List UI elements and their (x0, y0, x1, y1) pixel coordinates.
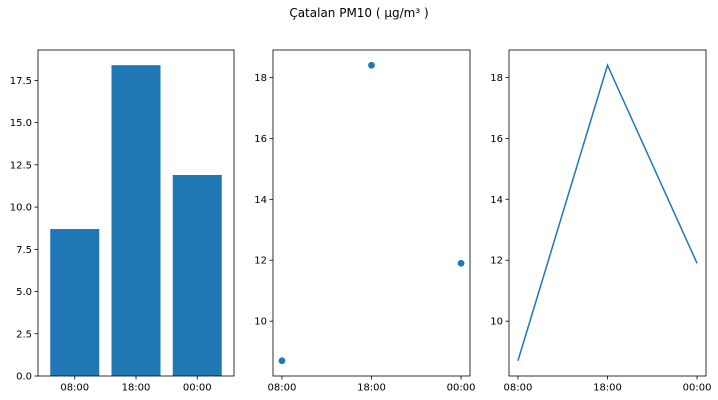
y-tick-label: 16 (490, 134, 503, 145)
point-08:00 (278, 357, 286, 365)
y-tick-label: 12.5 (10, 160, 32, 171)
y-tick-label: 17.5 (10, 76, 32, 87)
y-tick-label: 0.0 (16, 372, 32, 383)
x-tick-label: 08:00 (268, 383, 297, 394)
x-tick-label: 00:00 (447, 383, 476, 394)
y-tick-label: 2.5 (16, 329, 32, 340)
y-tick-label: 16 (254, 134, 267, 145)
x-tick-label: 18:00 (593, 383, 622, 394)
y-tick-label: 7.5 (16, 245, 32, 256)
series-line (517, 63, 698, 361)
x-tick-label: 00:00 (683, 383, 712, 394)
y-tick-label: 10 (254, 317, 267, 328)
chart-panel-1: 0.0 2.5 5.0 7.5 10.0 12.5 15.0 17.5 08:00 18:00 00… (10, 49, 235, 394)
y-tick-label: 5.0 (16, 287, 32, 298)
y-tick-label: 12 (254, 256, 267, 267)
x-tick-label: 18:00 (357, 383, 386, 394)
chart-panel-2: 10 12 14 16 18 08:00 18:00 00:00 (254, 49, 476, 394)
y-tick-label: 12 (490, 256, 503, 267)
point-18:00 (368, 61, 375, 69)
x-tick-label: 08:00 (504, 383, 533, 394)
plot-frame (272, 49, 471, 377)
bar-18:00 (111, 65, 161, 376)
y-tick-label: 10 (490, 317, 503, 328)
y-tick-label: 14 (254, 195, 267, 206)
y-tick-label: 15.0 (10, 118, 32, 129)
chart-panel-3: 10 12 14 16 18 08:00 18:00 00:00 (490, 49, 712, 394)
point-00:00 (457, 259, 465, 267)
bar-00:00 (172, 174, 222, 376)
y-tick-label: 14 (490, 195, 503, 206)
x-tick-label: 08:00 (60, 383, 89, 394)
x-tick-label: 00:00 (183, 383, 212, 394)
y-tick-label: 18 (490, 73, 503, 84)
figure-title: Çatalan PM10 ( µg/m³ ) (289, 6, 428, 20)
x-tick-label: 18:00 (122, 383, 151, 394)
plot-frame (508, 49, 707, 377)
bar-08:00 (50, 229, 100, 376)
y-tick-label: 10.0 (10, 203, 32, 214)
y-tick-label: 18 (254, 73, 267, 84)
